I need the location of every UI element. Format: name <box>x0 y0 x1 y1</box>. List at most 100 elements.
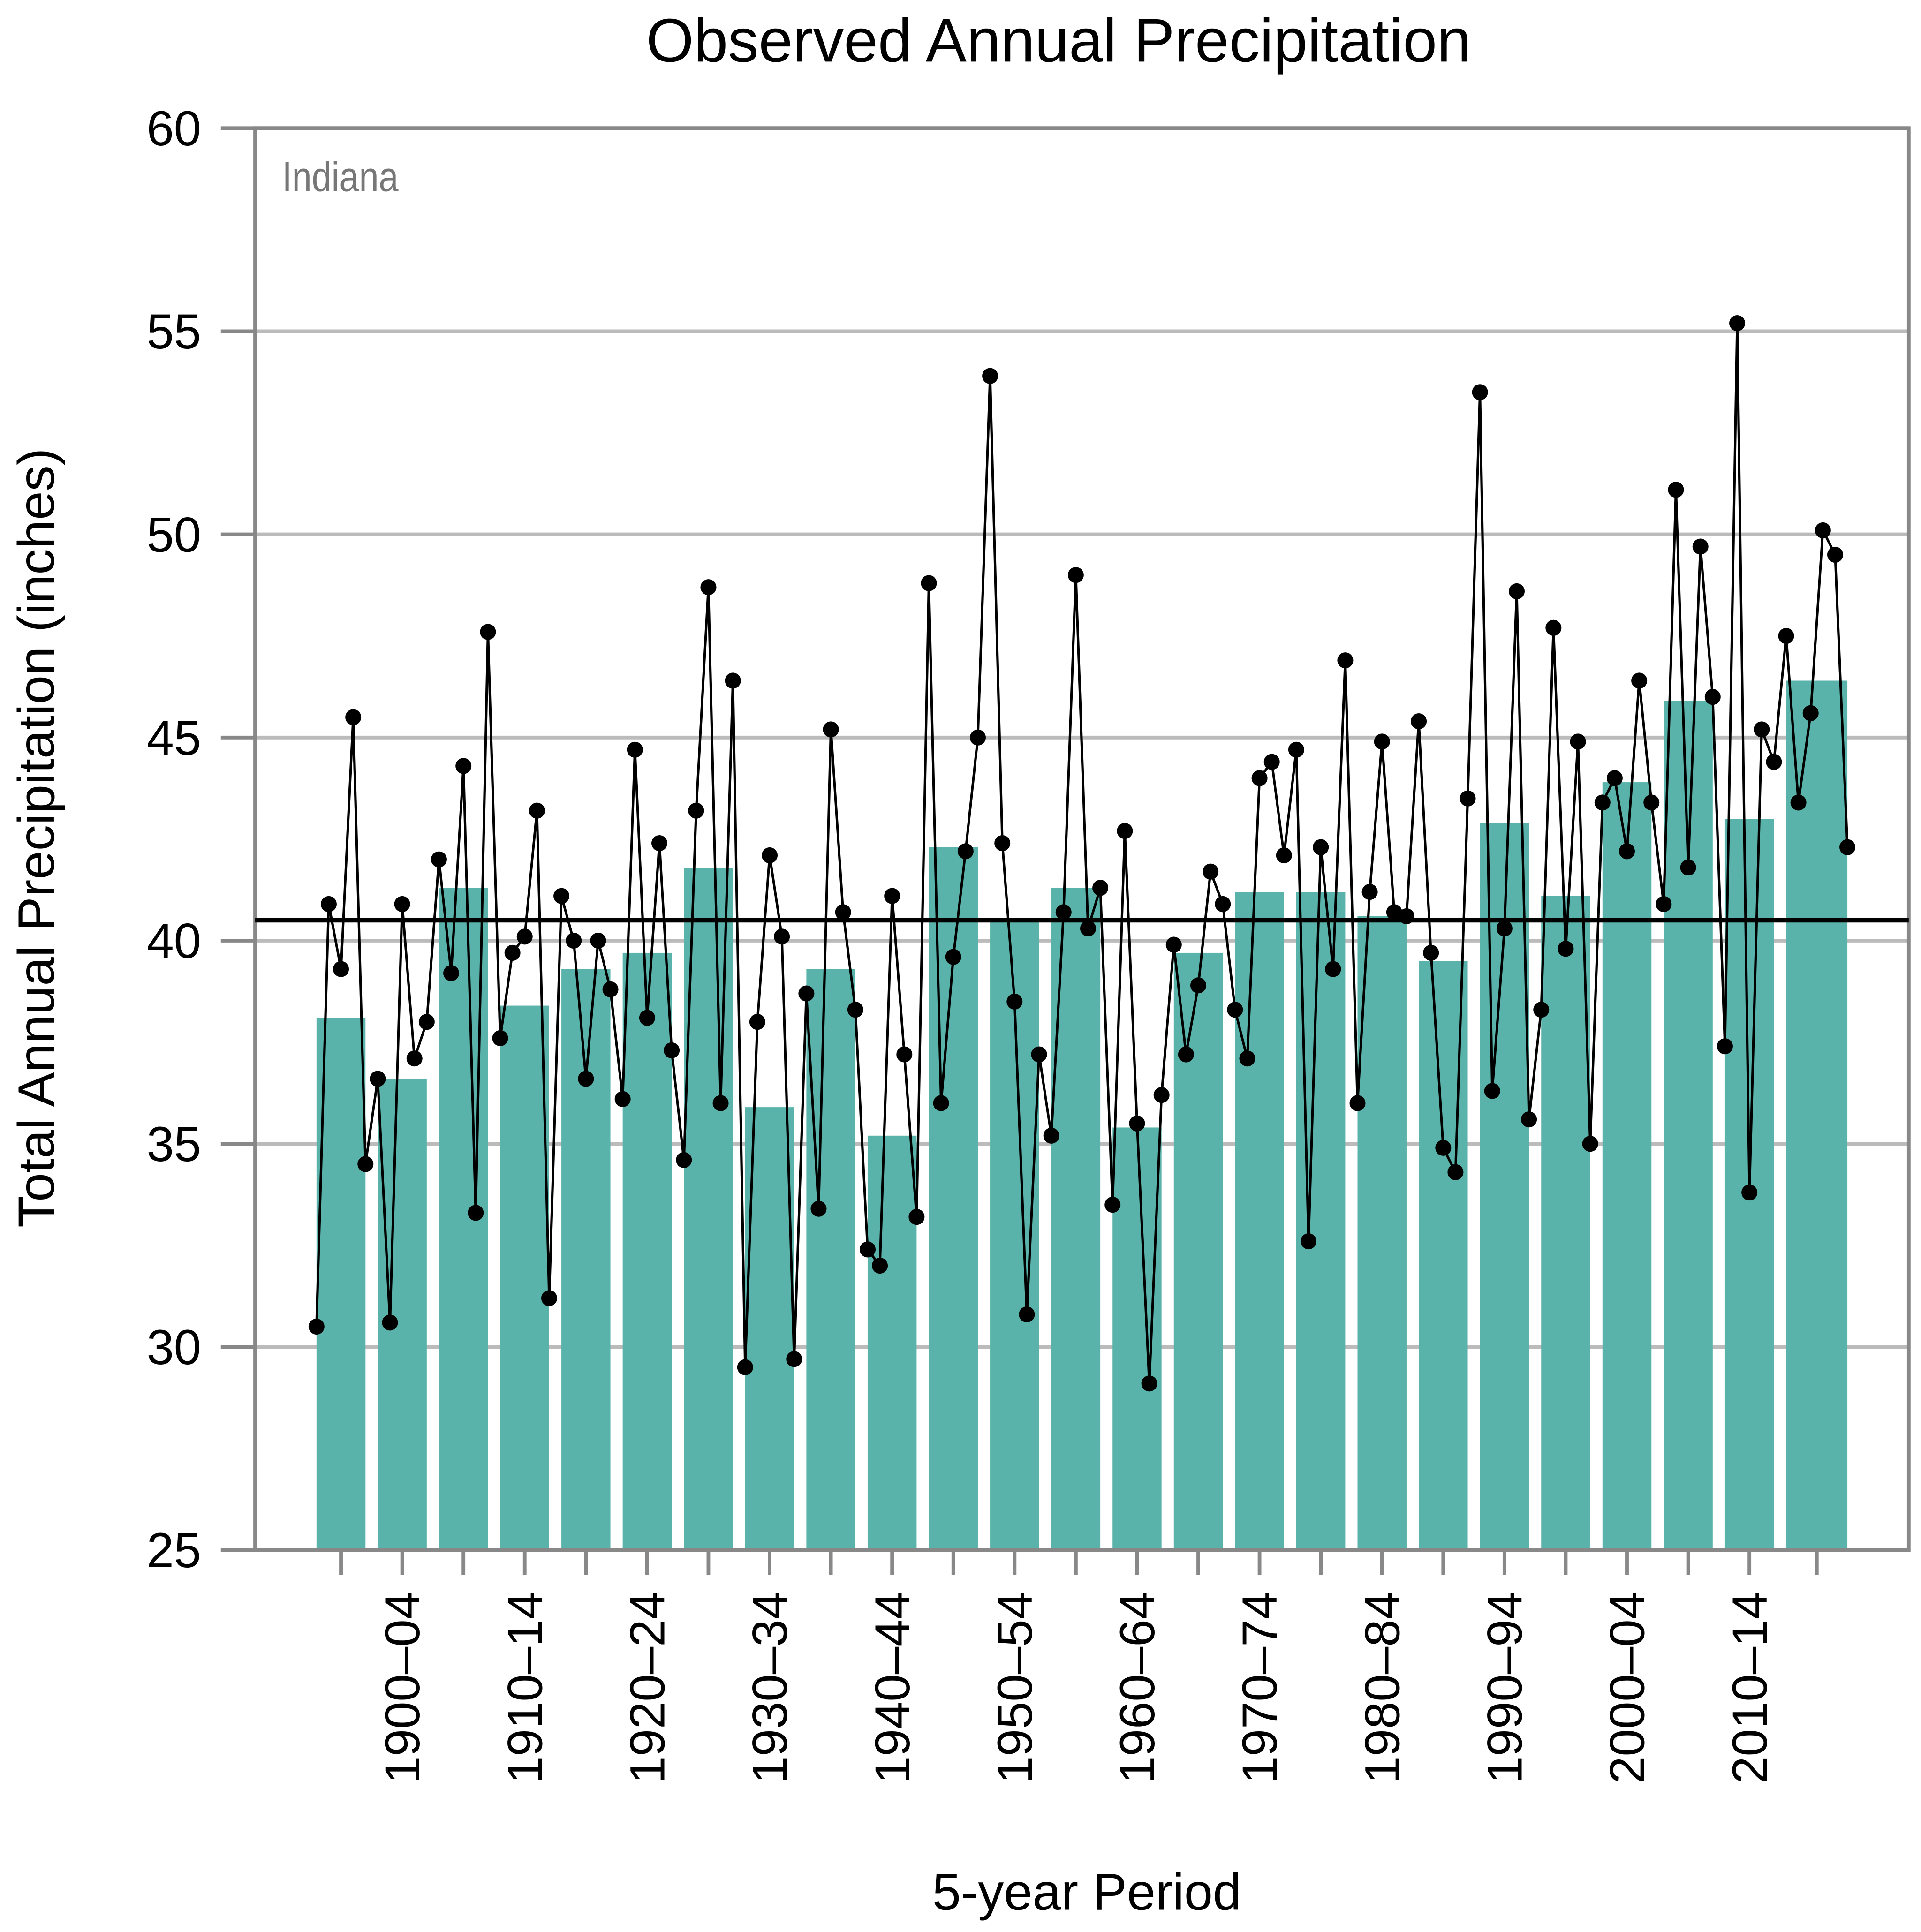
annual-point <box>1827 546 1843 563</box>
annual-point <box>394 896 410 913</box>
annual-point <box>1190 977 1207 994</box>
x-tick-label: 1920–24 <box>620 1592 675 1784</box>
annual-point <box>921 575 937 591</box>
annual-point <box>1055 904 1072 921</box>
annual-point <box>774 928 790 945</box>
x-tick-label: 2010–14 <box>1723 1592 1777 1784</box>
annual-point <box>1165 936 1182 953</box>
y-tick-label: 45 <box>147 710 201 765</box>
annual-point <box>1435 1140 1452 1156</box>
x-tick-label: 1960–64 <box>1110 1592 1165 1784</box>
x-tick-label: 1950–54 <box>988 1592 1043 1784</box>
annual-point <box>664 1042 680 1058</box>
annual-point <box>810 1200 827 1217</box>
annual-point <box>333 961 349 977</box>
annual-point <box>1680 859 1696 876</box>
annual-point <box>1215 896 1231 913</box>
annual-point <box>859 1241 876 1258</box>
annual-point <box>1019 1306 1035 1323</box>
annual-point <box>1717 1038 1733 1055</box>
annual-point <box>1778 628 1794 644</box>
annual-point <box>1251 770 1268 786</box>
annual-point <box>320 896 337 913</box>
annual-point <box>969 729 986 746</box>
annual-point <box>382 1314 398 1331</box>
annual-point <box>1729 315 1746 332</box>
bar <box>1296 891 1346 1550</box>
x-tick-label: 2000–04 <box>1600 1592 1655 1784</box>
x-tick-label: 1990–94 <box>1478 1592 1533 1784</box>
annual-point <box>651 835 668 852</box>
annual-point <box>1692 538 1709 555</box>
annual-point <box>1460 790 1476 807</box>
annual-point <box>529 802 545 819</box>
annual-point <box>1031 1046 1047 1063</box>
bar <box>622 952 672 1550</box>
annual-point <box>614 1091 631 1107</box>
annual-point <box>308 1318 325 1335</box>
annual-point <box>480 624 496 640</box>
annual-point <box>1815 522 1831 539</box>
annual-point <box>798 985 815 1002</box>
annual-point <box>1239 1050 1255 1067</box>
annual-point <box>1313 839 1329 855</box>
annual-point <box>504 944 521 961</box>
annual-point <box>639 1010 655 1026</box>
annual-point <box>1301 1233 1317 1250</box>
annual-point <box>957 843 974 860</box>
bar <box>1112 1127 1162 1550</box>
y-tick-label: 30 <box>147 1320 201 1375</box>
y-tick-label: 40 <box>147 914 201 969</box>
annual-point <box>1521 1111 1537 1128</box>
annual-point <box>712 1095 729 1111</box>
bar <box>1173 952 1223 1550</box>
x-axis-label: 5-year Period <box>932 1863 1241 1921</box>
annual-point <box>1790 794 1807 811</box>
annual-point <box>1117 823 1133 839</box>
annual-point <box>1594 794 1611 811</box>
annual-point <box>1839 839 1856 855</box>
annual-point <box>1496 920 1513 937</box>
x-tick-label: 1900–04 <box>375 1592 430 1784</box>
annual-point <box>541 1290 557 1306</box>
annual-point <box>418 1014 435 1030</box>
annual-point <box>1558 941 1574 957</box>
annual-point <box>1582 1136 1598 1152</box>
annual-point <box>1227 1002 1243 1018</box>
x-tick-label: 1940–44 <box>865 1592 920 1784</box>
annual-point <box>725 672 741 689</box>
annual-point <box>443 965 460 981</box>
annual-point <box>1656 896 1672 913</box>
annual-point <box>786 1351 802 1367</box>
bar <box>500 1005 549 1550</box>
annual-point <box>847 1002 863 1018</box>
annual-point <box>406 1050 423 1067</box>
annual-point <box>1802 705 1819 721</box>
annual-point <box>1766 754 1782 770</box>
annual-point <box>1043 1127 1059 1144</box>
annual-point <box>566 932 582 949</box>
annual-point <box>492 1030 508 1046</box>
annual-point <box>1619 843 1635 860</box>
bar <box>1357 916 1407 1550</box>
annual-point <box>1704 689 1721 705</box>
annual-point <box>1606 770 1623 786</box>
bar <box>1235 891 1284 1550</box>
annual-point <box>762 847 778 864</box>
annual-point <box>1545 619 1562 636</box>
bar <box>1602 782 1652 1550</box>
annual-point <box>1067 567 1084 583</box>
annual-point <box>455 758 472 774</box>
bar <box>806 969 855 1550</box>
annual-point <box>1741 1185 1758 1201</box>
annual-point <box>553 888 570 904</box>
annual-point <box>357 1156 374 1172</box>
annual-point <box>1006 993 1023 1010</box>
annual-point <box>370 1071 386 1087</box>
annual-point <box>1349 1095 1366 1111</box>
annual-point <box>749 1014 765 1030</box>
annual-point <box>823 721 839 738</box>
annual-point <box>1092 880 1109 896</box>
annual-point <box>1754 721 1770 738</box>
